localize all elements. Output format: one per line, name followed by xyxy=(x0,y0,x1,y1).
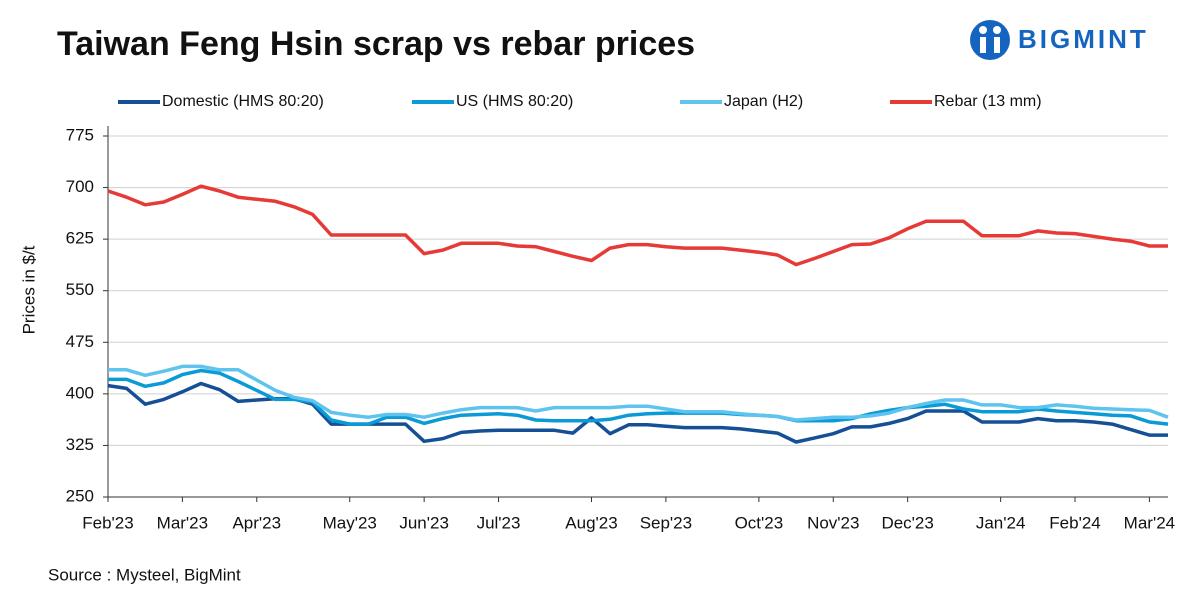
source-note: Source : Mysteel, BigMint xyxy=(48,565,241,584)
y-tick-label: 700 xyxy=(66,177,94,196)
logo-icon-bar xyxy=(994,37,1000,53)
logo-icon-dot xyxy=(979,26,987,34)
x-tick-label: Nov'23 xyxy=(807,513,859,532)
x-tick-label: Sep'23 xyxy=(640,513,692,532)
logo-icon xyxy=(970,20,1010,60)
y-axis-label: Prices in $/t xyxy=(19,245,38,334)
x-tick-label: Aug'23 xyxy=(565,513,617,532)
logo: BIGMINT xyxy=(970,20,1149,60)
x-tick-label: Apr'23 xyxy=(232,513,281,532)
legend-label: Rebar (13 mm) xyxy=(934,93,1042,110)
legend-label: Japan (H2) xyxy=(724,93,803,110)
series-line xyxy=(108,368,1169,426)
y-tick-label: 250 xyxy=(66,486,94,505)
x-tick-label: Dec'23 xyxy=(881,513,933,532)
y-tick-label: 775 xyxy=(66,125,94,144)
y-tick-label: 325 xyxy=(66,435,94,454)
x-tick-label: Mar'23 xyxy=(157,513,208,532)
logo-icon-dot xyxy=(993,26,1001,34)
x-tick-label: Jan'24 xyxy=(976,513,1026,532)
x-tick-label: Jun'23 xyxy=(399,513,449,532)
x-tick-label: Feb'24 xyxy=(1049,513,1100,532)
chart-title: Taiwan Feng Hsin scrap vs rebar prices xyxy=(57,25,695,63)
logo-icon-bar xyxy=(980,37,986,53)
logo-text: BIGMINT xyxy=(1018,24,1149,54)
y-tick-label: 550 xyxy=(66,280,94,299)
x-tick-label: Mar'24 xyxy=(1124,513,1175,532)
series-line xyxy=(107,184,1168,267)
y-tick-label: 625 xyxy=(66,229,94,248)
legend-label: Domestic (HMS 80:20) xyxy=(162,93,324,110)
x-tick-label: Jul'23 xyxy=(477,513,521,532)
y-tick-label: 400 xyxy=(66,383,94,402)
series-line xyxy=(108,364,1169,422)
x-tick-label: Feb'23 xyxy=(82,513,133,532)
legend-label: US (HMS 80:20) xyxy=(456,93,573,110)
x-tick-label: Oct'23 xyxy=(735,513,784,532)
y-tick-label: 475 xyxy=(66,332,94,351)
x-tick-label: May'23 xyxy=(323,513,377,532)
